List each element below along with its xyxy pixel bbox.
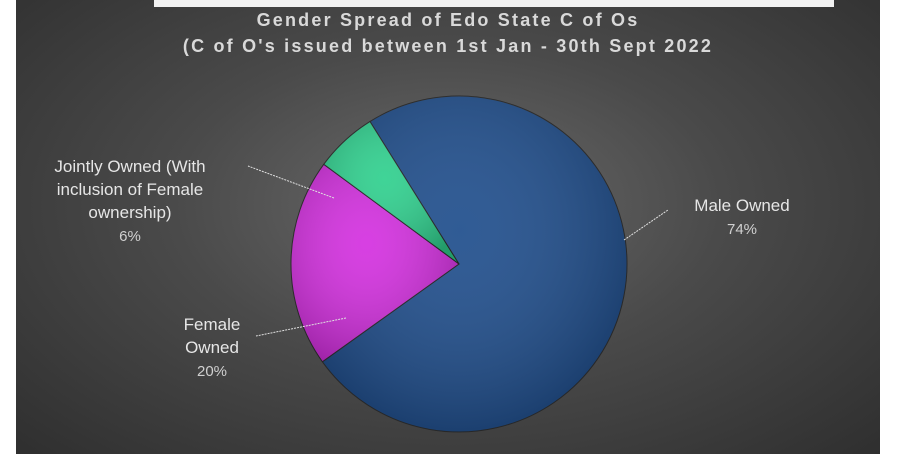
slice-label: Jointly Owned (With xyxy=(54,157,205,176)
slice-value-label: 74% xyxy=(727,221,757,238)
slice-value-label: 6% xyxy=(119,228,141,245)
slice-value-label: 20% xyxy=(197,363,227,380)
slice-label: Female xyxy=(184,315,241,334)
leader-line xyxy=(623,209,669,241)
leader-line xyxy=(247,165,335,199)
pie-slice-shading xyxy=(323,121,459,264)
slice-label: Owned xyxy=(185,338,239,357)
slice-label: ownership) xyxy=(88,203,171,222)
pie-slice-shading xyxy=(290,164,459,362)
slice-label: inclusion of Female xyxy=(57,180,203,199)
leader-line xyxy=(255,317,347,337)
chart-subtitle: (C of O's issued between 1st Jan - 30th … xyxy=(182,36,714,56)
pie-slice-shading xyxy=(322,96,627,432)
chart-area: Gender Spread of Edo State C of Os (C of… xyxy=(16,0,880,454)
top-border-bar xyxy=(154,0,834,7)
chart-title: Gender Spread of Edo State C of Os xyxy=(256,10,640,30)
slice-label: Male Owned xyxy=(694,196,789,215)
pie-chart: Male Owned 74% Female Owned 20% Jointly Owned… xyxy=(54,95,790,433)
